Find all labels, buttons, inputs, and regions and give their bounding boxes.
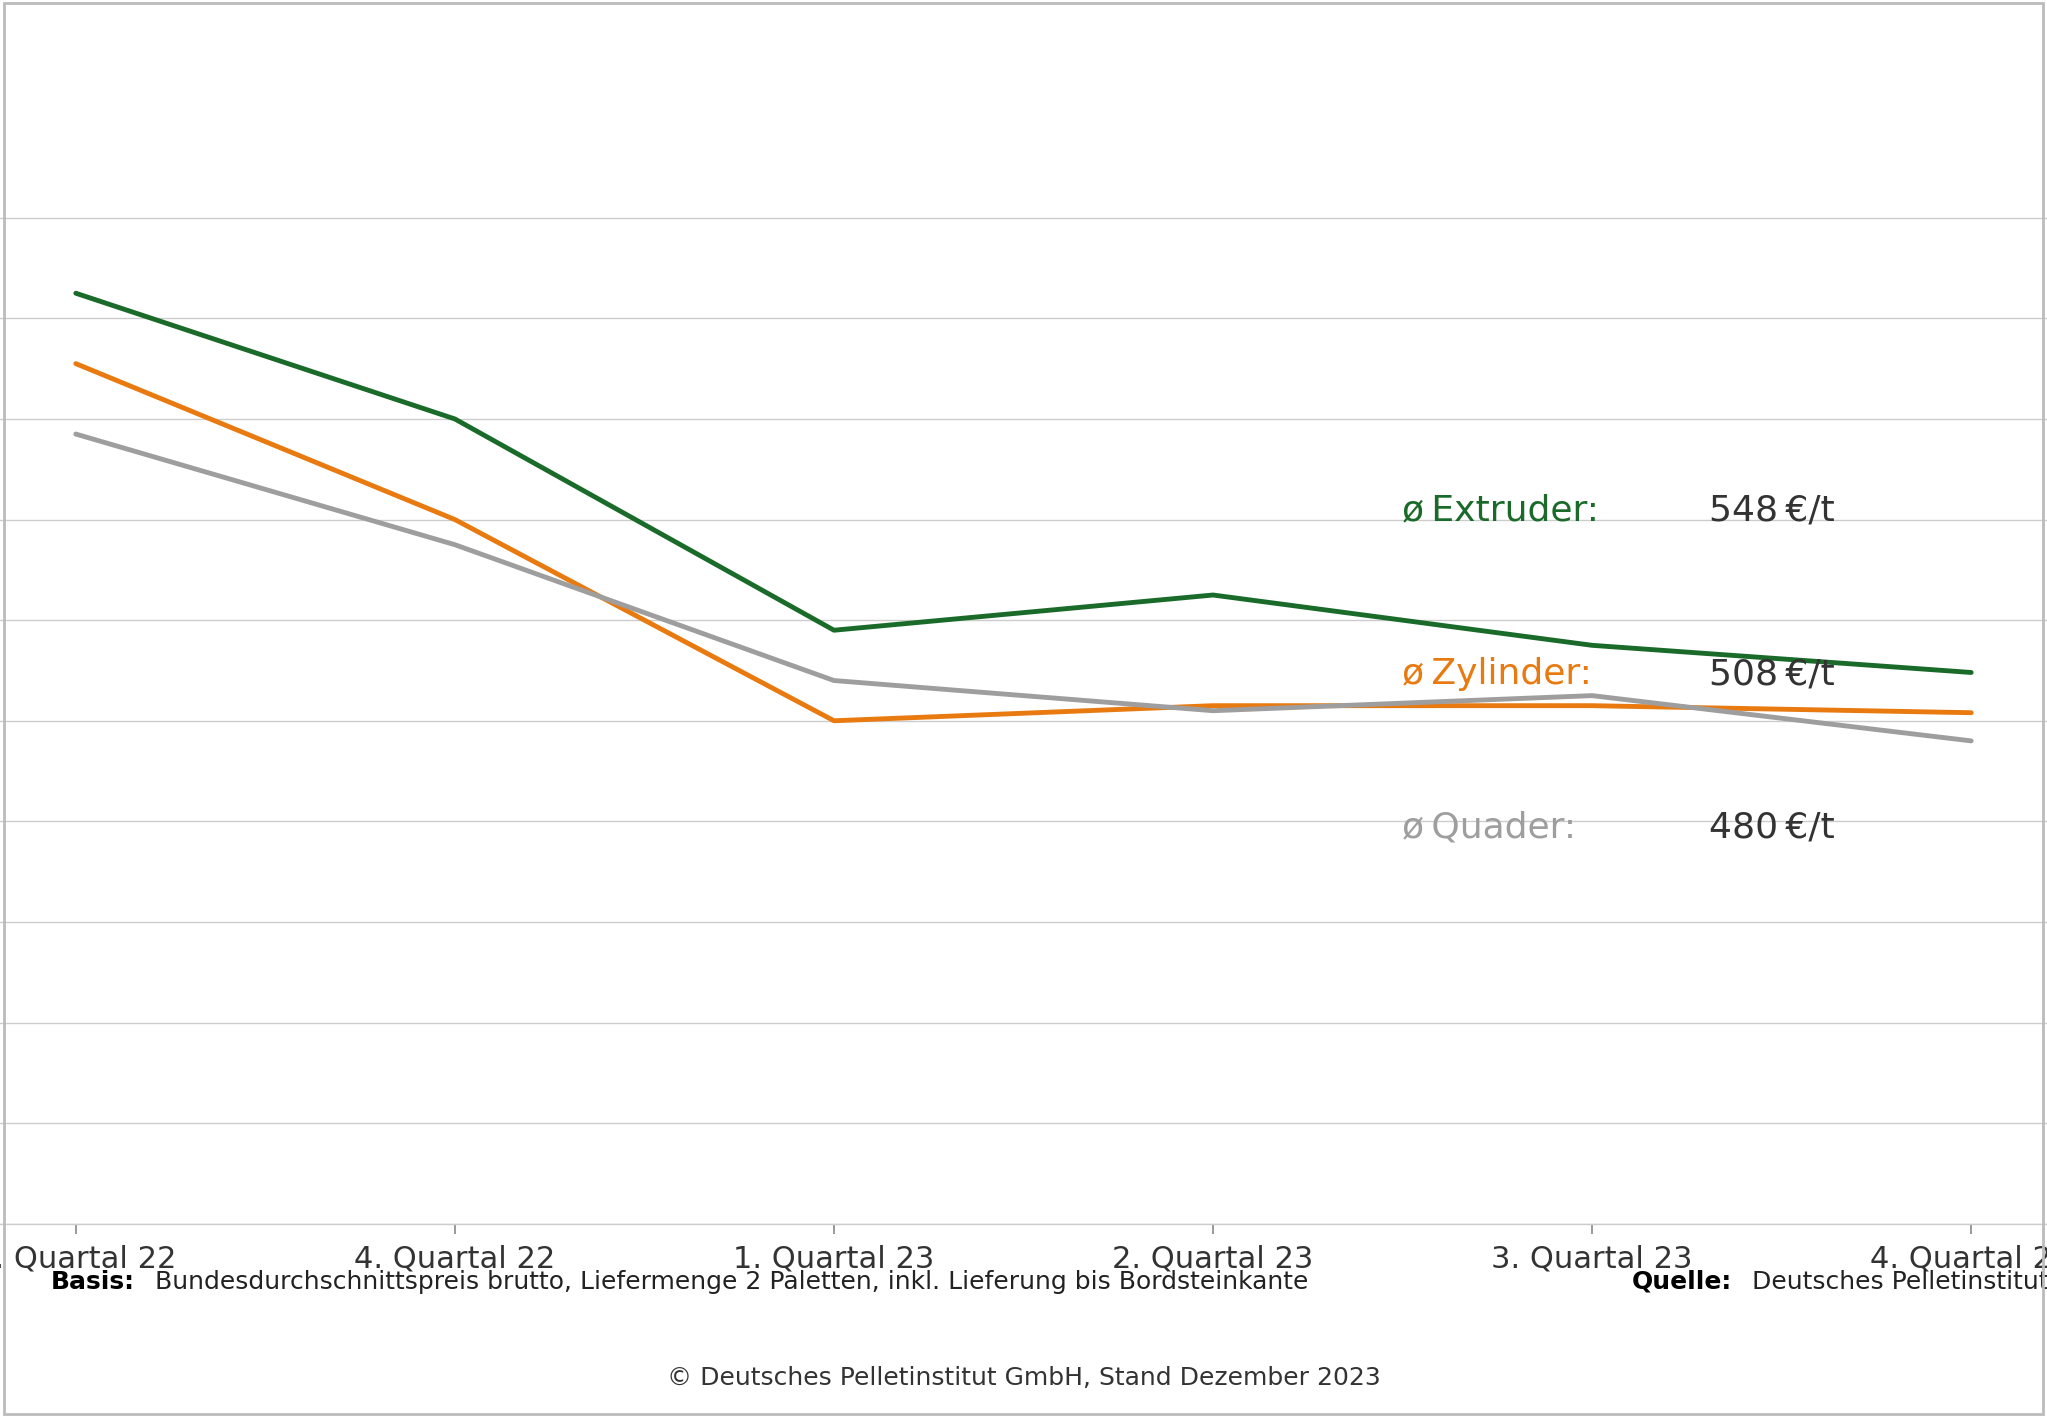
Text: Bundesdurchschnittspreis brutto, Liefermenge 2 Paletten, inkl. Lieferung bis Bor: Bundesdurchschnittspreis brutto, Lieferm… <box>147 1270 1316 1294</box>
Text: ø Zylinder:: ø Zylinder: <box>1402 657 1593 691</box>
Text: Brikettpreise für verschiedene Formen: Brikettpreise für verschiedene Formen <box>205 47 1842 120</box>
Text: 480 €/t: 480 €/t <box>1709 811 1834 845</box>
Text: Basis:: Basis: <box>51 1270 135 1294</box>
Text: 548 €/t: 548 €/t <box>1709 493 1834 527</box>
Text: 508 €/t: 508 €/t <box>1709 657 1834 691</box>
Text: Quelle:: Quelle: <box>1631 1270 1732 1294</box>
Text: © Deutsches Pelletinstitut GmbH, Stand Dezember 2023: © Deutsches Pelletinstitut GmbH, Stand D… <box>667 1366 1380 1390</box>
Text: Deutsches Pelletinstitut GmbH: Deutsches Pelletinstitut GmbH <box>1744 1270 2047 1294</box>
Text: ø Extruder:: ø Extruder: <box>1402 493 1599 527</box>
Text: ø Quader:: ø Quader: <box>1402 811 1576 845</box>
